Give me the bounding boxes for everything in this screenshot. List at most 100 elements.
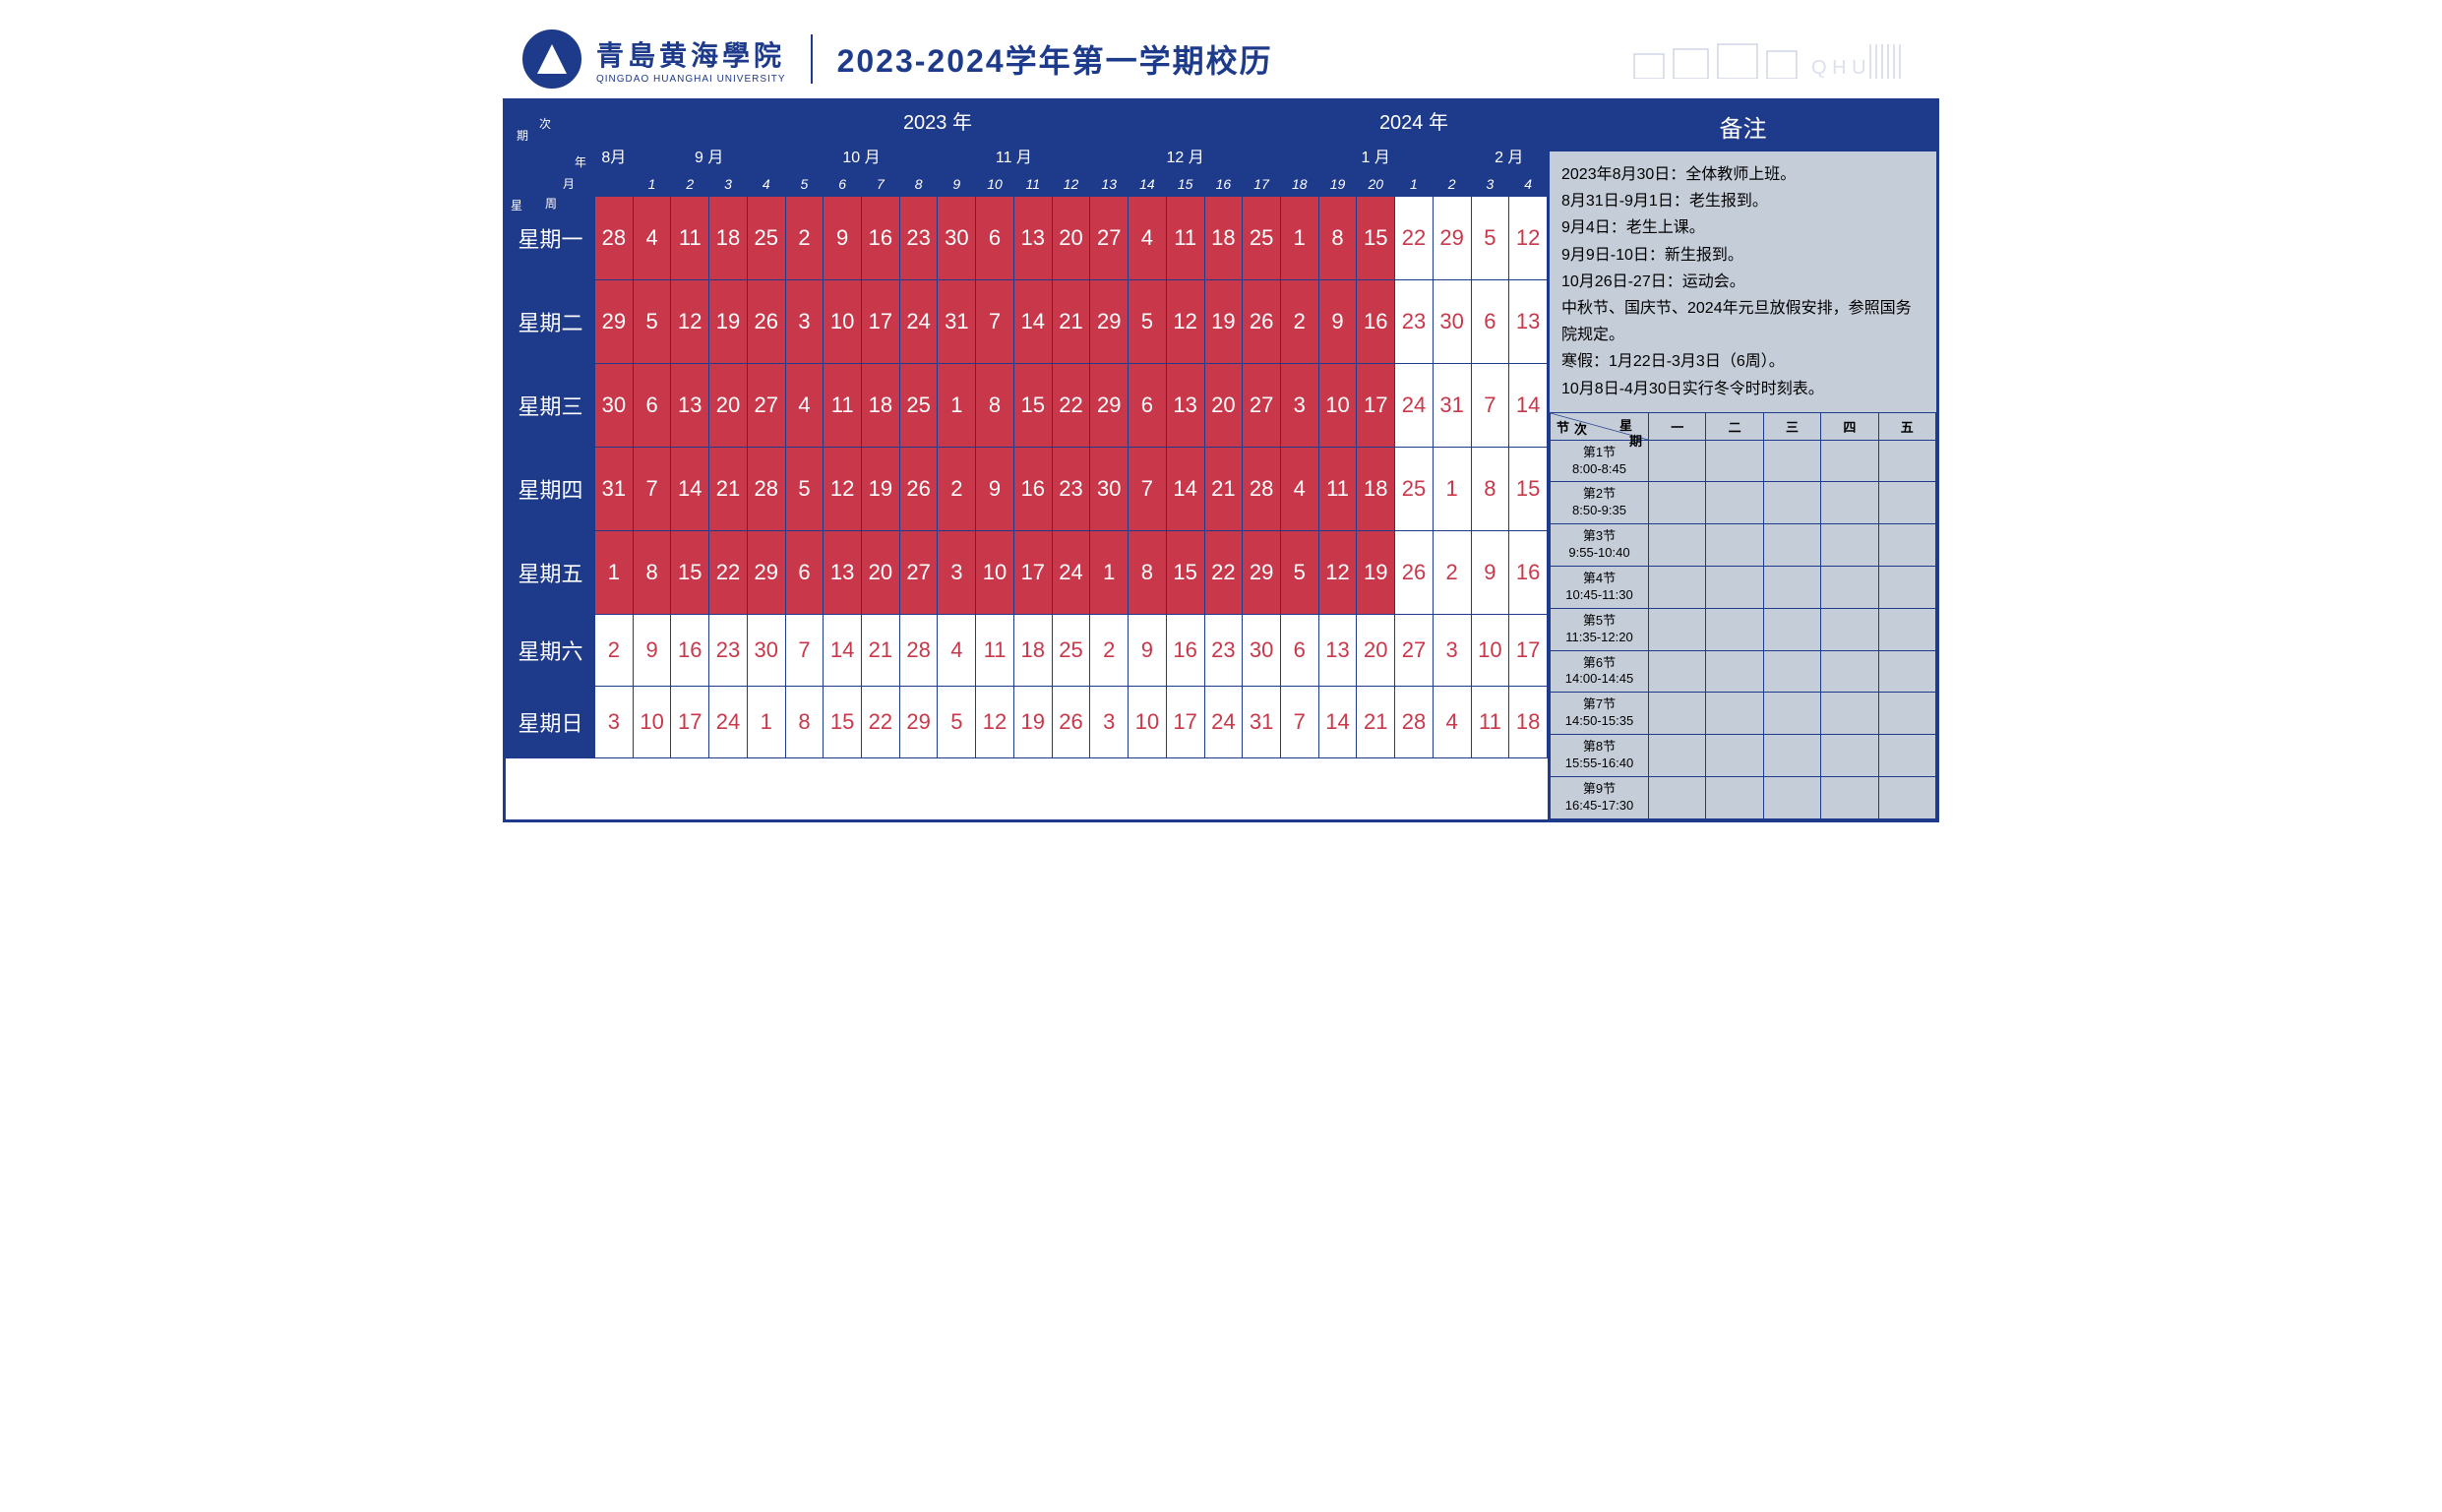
university-name-block: 青島黄海學院 QINGDAO HUANGHAI UNIVERSITY xyxy=(596,34,786,85)
date-cell: 18 xyxy=(1013,615,1052,687)
date-cell: 9 xyxy=(1318,280,1357,364)
date-cell: 30 xyxy=(1243,615,1281,687)
date-cell: 17 xyxy=(1166,687,1204,758)
date-cell: 11 xyxy=(976,615,1014,687)
date-cell: 25 xyxy=(1052,615,1090,687)
sched-day-col: 四 xyxy=(1821,412,1878,440)
note-line: 寒假：1月22日-3月3日（6周）。 xyxy=(1561,348,1924,375)
sched-period: 第5节11:35-12:20 xyxy=(1551,608,1649,650)
date-cell: 6 xyxy=(1471,280,1509,364)
sched-day-col: 五 xyxy=(1878,412,1935,440)
date-cell: 29 xyxy=(1090,364,1129,448)
calendar-table: 年月周次星期2023 年2024 年8月9 月10 月11 月12 月1 月2 … xyxy=(506,101,1548,758)
date-cell: 23 xyxy=(1204,615,1243,687)
weekday-label-4: 星期五 xyxy=(507,531,595,615)
week-num-0 xyxy=(595,172,634,197)
date-cell: 25 xyxy=(899,364,938,448)
month-2: 2 月 xyxy=(1471,140,1547,172)
date-cell: 9 xyxy=(976,448,1014,531)
date-cell: 31 xyxy=(1433,364,1471,448)
date-cell: 29 xyxy=(899,687,938,758)
calendar-container: 年月周次星期2023 年2024 年8月9 月10 月11 月12 月1 月2 … xyxy=(503,98,1939,822)
date-cell: 25 xyxy=(1395,448,1434,531)
date-cell: 18 xyxy=(1357,448,1395,531)
date-cell: 11 xyxy=(1166,197,1204,280)
note-line: 中秋节、国庆节、2024年元旦放假安排，参照国务院规定。 xyxy=(1561,295,1924,348)
note-line: 10月26日-27日：运动会。 xyxy=(1561,269,1924,295)
date-cell: 6 xyxy=(633,364,671,448)
date-cell: 28 xyxy=(899,615,938,687)
date-cell: 10 xyxy=(824,280,862,364)
date-cell: 30 xyxy=(1433,280,1471,364)
date-cell: 5 xyxy=(1280,531,1318,615)
sched-cell xyxy=(1878,608,1935,650)
week-num-1: 1 xyxy=(633,172,671,197)
date-cell: 27 xyxy=(747,364,785,448)
sched-cell xyxy=(1649,693,1706,735)
date-cell: 13 xyxy=(1318,615,1357,687)
sched-cell xyxy=(1821,440,1878,482)
date-cell: 10 xyxy=(633,687,671,758)
sched-cell xyxy=(1878,524,1935,567)
date-cell: 8 xyxy=(1471,448,1509,531)
date-cell: 2 xyxy=(938,448,976,531)
sched-cell xyxy=(1649,482,1706,524)
date-cell: 7 xyxy=(976,280,1014,364)
weekday-label-2: 星期三 xyxy=(507,364,595,448)
date-cell: 29 xyxy=(1243,531,1281,615)
date-cell: 28 xyxy=(747,448,785,531)
sched-cell xyxy=(1878,482,1935,524)
date-cell: 18 xyxy=(1204,197,1243,280)
header: 青島黄海學院 QINGDAO HUANGHAI UNIVERSITY 2023-… xyxy=(503,20,1939,98)
date-cell: 22 xyxy=(1204,531,1243,615)
date-cell: 13 xyxy=(1166,364,1204,448)
date-cell: 12 xyxy=(1166,280,1204,364)
sched-cell xyxy=(1706,693,1763,735)
date-cell: 27 xyxy=(1243,364,1281,448)
date-cell: 8 xyxy=(785,687,824,758)
sched-cell xyxy=(1706,567,1763,609)
date-cell: 20 xyxy=(1052,197,1090,280)
sched-period: 第3节9:55-10:40 xyxy=(1551,524,1649,567)
date-cell: 4 xyxy=(633,197,671,280)
date-cell: 20 xyxy=(1357,615,1395,687)
date-cell: 7 xyxy=(1280,687,1318,758)
date-cell: 22 xyxy=(709,531,748,615)
sched-period: 第2节8:50-9:35 xyxy=(1551,482,1649,524)
page: 青島黄海學院 QINGDAO HUANGHAI UNIVERSITY 2023-… xyxy=(503,20,1939,822)
date-cell: 14 xyxy=(1318,687,1357,758)
week-num-2: 2 xyxy=(671,172,709,197)
sched-cell xyxy=(1763,693,1820,735)
date-cell: 20 xyxy=(1204,364,1243,448)
date-cell: 26 xyxy=(1243,280,1281,364)
week-num-11: 11 xyxy=(1013,172,1052,197)
sidebar: 备注 2023年8月30日：全体教师上班。8月31日-9月1日：老生报到。9月4… xyxy=(1548,101,1936,819)
date-cell: 24 xyxy=(1204,687,1243,758)
date-cell: 29 xyxy=(747,531,785,615)
date-cell: 21 xyxy=(1052,280,1090,364)
date-cell: 18 xyxy=(1509,687,1548,758)
month-12: 12 月 xyxy=(1090,140,1281,172)
date-cell: 23 xyxy=(1395,280,1434,364)
date-cell: 8 xyxy=(1318,197,1357,280)
sched-cell xyxy=(1763,735,1820,777)
date-cell: 1 xyxy=(1280,197,1318,280)
week-num-13: 13 xyxy=(1090,172,1129,197)
page-title: 2023-2024学年第一学期校历 xyxy=(837,36,1273,82)
date-cell: 5 xyxy=(785,448,824,531)
month-10: 10 月 xyxy=(785,140,938,172)
date-cell: 25 xyxy=(747,197,785,280)
sched-cell xyxy=(1763,482,1820,524)
date-cell: 14 xyxy=(1013,280,1052,364)
date-cell: 9 xyxy=(633,615,671,687)
week-num-17: 17 xyxy=(1243,172,1281,197)
date-cell: 6 xyxy=(1280,615,1318,687)
week-num-22: 2 xyxy=(1433,172,1471,197)
date-cell: 4 xyxy=(938,615,976,687)
sched-period: 第8节15:55-16:40 xyxy=(1551,735,1649,777)
date-cell: 1 xyxy=(1433,448,1471,531)
weekday-label-1: 星期二 xyxy=(507,280,595,364)
date-cell: 10 xyxy=(1129,687,1167,758)
date-cell: 22 xyxy=(1052,364,1090,448)
weekday-label-5: 星期六 xyxy=(507,615,595,687)
